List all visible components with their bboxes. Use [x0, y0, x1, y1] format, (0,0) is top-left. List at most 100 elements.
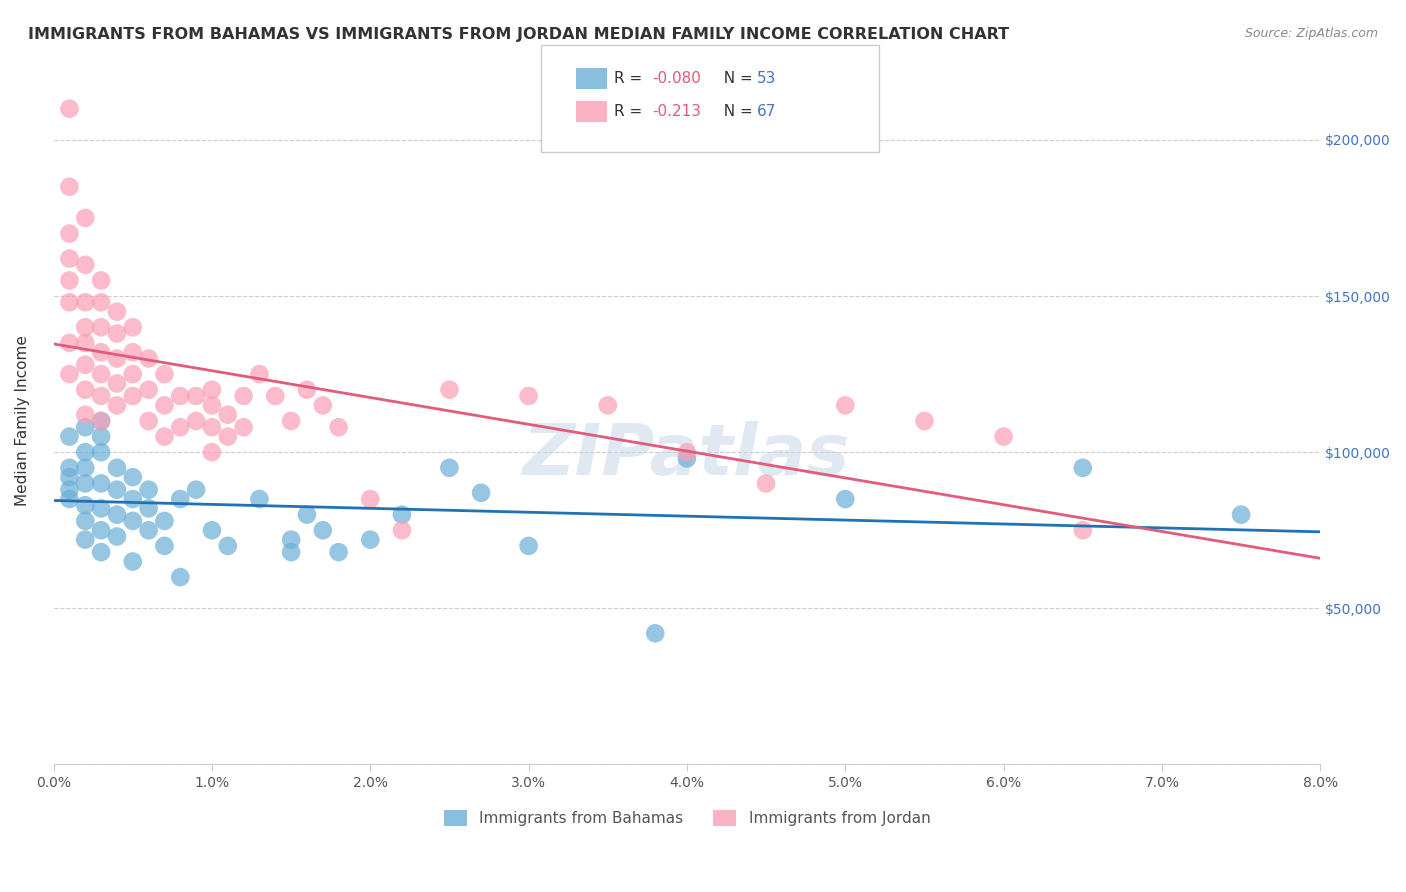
- Point: [105, 529, 128, 543]
- Point: [58, 460, 80, 475]
- Point: [138, 483, 160, 497]
- Point: [90, 295, 112, 310]
- Point: [105, 398, 128, 412]
- Text: R =: R =: [614, 104, 648, 119]
- Point: [58, 179, 80, 194]
- Point: [359, 533, 381, 547]
- Point: [75, 498, 97, 512]
- Text: ZIPatlas: ZIPatlas: [523, 421, 851, 490]
- Point: [755, 476, 778, 491]
- Point: [138, 501, 160, 516]
- Point: [328, 420, 350, 434]
- Point: [105, 460, 128, 475]
- Point: [105, 351, 128, 366]
- Point: [217, 539, 239, 553]
- Point: [169, 389, 191, 403]
- Point: [201, 398, 224, 412]
- Point: [153, 398, 176, 412]
- Point: [138, 523, 160, 537]
- Point: [169, 491, 191, 506]
- Point: [201, 420, 224, 434]
- Point: [1071, 460, 1094, 475]
- Point: [470, 485, 492, 500]
- Point: [517, 539, 540, 553]
- Point: [121, 470, 143, 484]
- Point: [58, 367, 80, 381]
- Point: [90, 367, 112, 381]
- Point: [359, 491, 381, 506]
- Point: [90, 345, 112, 359]
- Point: [391, 523, 413, 537]
- Point: [90, 545, 112, 559]
- Point: [58, 273, 80, 287]
- Point: [184, 414, 207, 428]
- Point: [90, 445, 112, 459]
- Point: [328, 545, 350, 559]
- Point: [75, 258, 97, 272]
- Point: [295, 508, 318, 522]
- Point: [439, 460, 461, 475]
- Text: R =: R =: [614, 71, 648, 86]
- Point: [90, 414, 112, 428]
- Point: [153, 539, 176, 553]
- Point: [105, 483, 128, 497]
- Text: Source: ZipAtlas.com: Source: ZipAtlas.com: [1244, 27, 1378, 40]
- Text: N =: N =: [714, 71, 758, 86]
- Point: [58, 102, 80, 116]
- Point: [169, 420, 191, 434]
- Point: [105, 304, 128, 318]
- Point: [153, 429, 176, 443]
- Point: [201, 383, 224, 397]
- Point: [249, 491, 271, 506]
- Point: [138, 414, 160, 428]
- Point: [153, 367, 176, 381]
- Point: [217, 429, 239, 443]
- Point: [58, 335, 80, 350]
- Point: [75, 408, 97, 422]
- Point: [121, 345, 143, 359]
- Point: [121, 514, 143, 528]
- Point: [75, 383, 97, 397]
- Point: [58, 483, 80, 497]
- Point: [912, 414, 935, 428]
- Point: [201, 445, 224, 459]
- Point: [121, 554, 143, 568]
- Point: [644, 626, 666, 640]
- Point: [75, 320, 97, 334]
- Point: [312, 398, 335, 412]
- Point: [121, 491, 143, 506]
- Point: [232, 420, 254, 434]
- Point: [105, 326, 128, 341]
- Point: [75, 295, 97, 310]
- Point: [90, 523, 112, 537]
- Point: [280, 545, 302, 559]
- Point: [58, 252, 80, 266]
- Point: [295, 383, 318, 397]
- Point: [676, 451, 699, 466]
- Text: 53: 53: [756, 71, 776, 86]
- Point: [121, 367, 143, 381]
- Point: [834, 491, 856, 506]
- Point: [75, 358, 97, 372]
- Point: [184, 389, 207, 403]
- Point: [90, 320, 112, 334]
- Text: N =: N =: [714, 104, 758, 119]
- Point: [1230, 508, 1253, 522]
- Point: [391, 508, 413, 522]
- Point: [121, 320, 143, 334]
- Point: [105, 508, 128, 522]
- Point: [75, 211, 97, 225]
- Text: IMMIGRANTS FROM BAHAMAS VS IMMIGRANTS FROM JORDAN MEDIAN FAMILY INCOME CORRELATI: IMMIGRANTS FROM BAHAMAS VS IMMIGRANTS FR…: [28, 27, 1010, 42]
- Text: -0.080: -0.080: [652, 71, 702, 86]
- Point: [439, 383, 461, 397]
- Point: [75, 335, 97, 350]
- Point: [138, 383, 160, 397]
- Point: [58, 227, 80, 241]
- Point: [1071, 523, 1094, 537]
- Point: [280, 533, 302, 547]
- Point: [121, 389, 143, 403]
- Point: [75, 514, 97, 528]
- Point: [58, 429, 80, 443]
- Point: [90, 429, 112, 443]
- Point: [58, 470, 80, 484]
